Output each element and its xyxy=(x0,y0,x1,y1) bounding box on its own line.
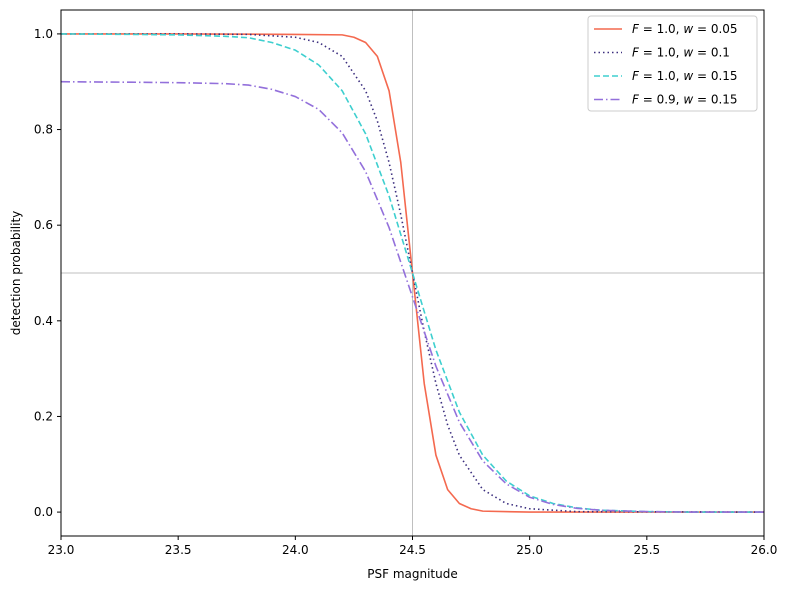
legend-entry-label: F = 1.0, w = 0.15 xyxy=(632,69,738,83)
legend-box xyxy=(587,15,758,112)
y-tick-label: 0.6 xyxy=(34,218,53,232)
x-tick-label: 26.0 xyxy=(751,543,778,557)
y-tick-label: 0.8 xyxy=(34,123,53,137)
series-line-1 xyxy=(61,33,764,513)
legend-entry-label: F = 0.9, w = 0.15 xyxy=(632,93,738,107)
legend: F = 1.0, w = 0.05 F = 1.0, w = 0.1 F = 1.0… xyxy=(587,15,758,112)
x-tick-label: 25.0 xyxy=(516,543,543,557)
y-axis-ticks: 0.0 0.2 0.4 0.6 0.8 1.0 xyxy=(34,27,61,519)
y-tick-label: 0.0 xyxy=(34,505,53,519)
x-axis-label: PSF magnitude xyxy=(367,567,457,581)
series-line-2 xyxy=(61,33,764,513)
x-tick-label: 23.5 xyxy=(165,543,192,557)
x-tick-label: 24.5 xyxy=(399,543,426,557)
y-tick-label: 1.0 xyxy=(34,27,53,41)
series-layer xyxy=(61,33,764,513)
legend-entry-label: F = 1.0, w = 0.05 xyxy=(632,22,738,36)
y-axis-label: detection probability xyxy=(9,211,23,336)
x-tick-label: 24.0 xyxy=(282,543,309,557)
y-tick-label: 0.4 xyxy=(34,314,53,328)
legend-entry-label: F = 1.0, w = 0.1 xyxy=(632,46,730,60)
y-tick-label: 0.2 xyxy=(34,409,53,423)
x-tick-label: 23.0 xyxy=(48,543,75,557)
series-line-4 xyxy=(61,80,764,513)
x-axis-ticks: 23.0 23.5 24.0 24.5 25.0 25.5 26.0 xyxy=(48,536,778,557)
x-tick-label: 25.5 xyxy=(633,543,660,557)
